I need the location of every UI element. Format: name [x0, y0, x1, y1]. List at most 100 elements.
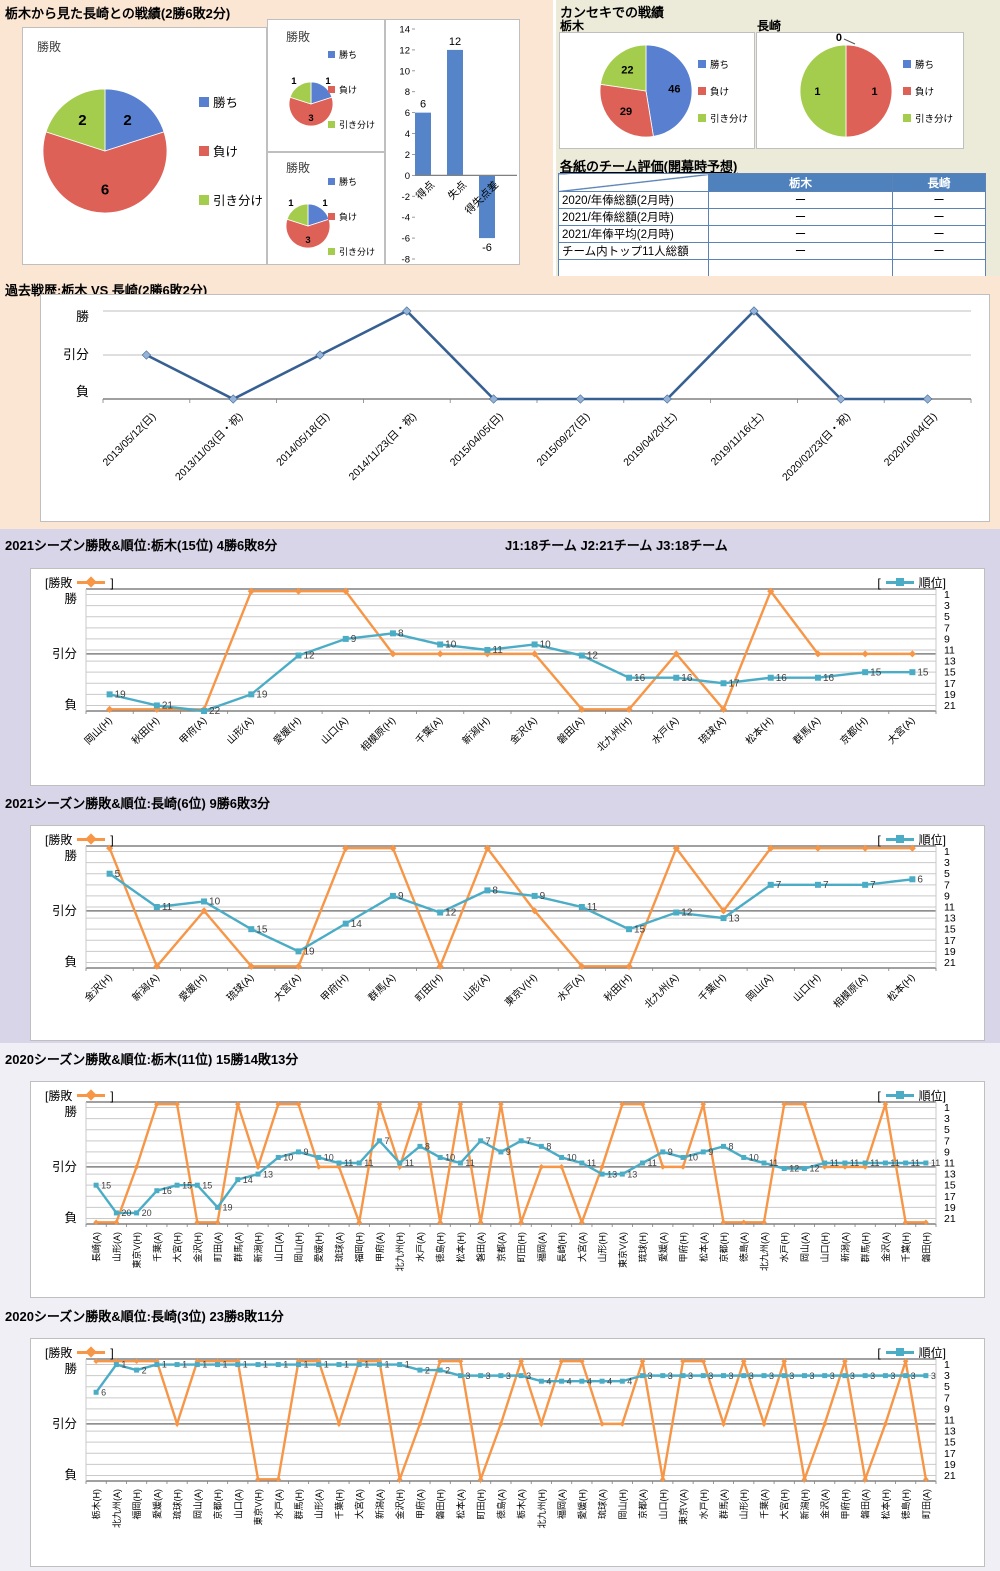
- goals-bar-panel[interactable]: 14 12 10 8 6 4 2 0 -2 -4 -6 -8 6 得点 12 失点 -6 得失点差: [385, 19, 520, 265]
- value-cell[interactable]: ー: [708, 242, 893, 260]
- svg-text:17: 17: [944, 1191, 956, 1203]
- table-row: 2020/年俸総額(2月時) ーー: [558, 191, 986, 209]
- svg-text:11: 11: [648, 1158, 657, 1168]
- svg-text:琉球(A): 琉球(A): [224, 971, 257, 1004]
- legend-label: [: [877, 1088, 881, 1103]
- svg-text:磐田(H): 磐田(H): [435, 1489, 446, 1520]
- legend-label: [勝敗: [45, 833, 73, 847]
- record-pie-chart[interactable]: 2 6 2: [23, 28, 268, 264]
- svg-text:長崎(H): 長崎(H): [556, 1232, 567, 1263]
- value-cell[interactable]: ー: [708, 208, 893, 226]
- big-pie-panel[interactable]: 勝敗 2 6 2 勝ち 負け 引き分け: [22, 27, 267, 265]
- row-label-cell[interactable]: 2020/年俸総額(2月時): [558, 191, 709, 209]
- svg-text:2013/05/12(日): 2013/05/12(日): [101, 411, 159, 469]
- row-label-cell[interactable]: 2021/年俸平均(2月時): [558, 225, 709, 243]
- svg-text:愛媛(A): 愛媛(A): [151, 1489, 162, 1519]
- svg-text:1: 1: [243, 1360, 248, 1370]
- svg-text:1: 1: [304, 1360, 309, 1370]
- legend-label: ]: [110, 1088, 114, 1103]
- svg-text:3: 3: [809, 1371, 814, 1381]
- kanseki-tochigi-pie[interactable]: 46 29 22: [560, 33, 754, 148]
- season-chart-panel[interactable]: [勝敗] [順位] 1 3 5 7 9 11 13 15 17 19 21 勝引分負 6 1 2 1 1 1 1 1 1…: [30, 1338, 985, 1567]
- legend-item: 引き分け: [903, 111, 953, 125]
- svg-text:46: 46: [668, 84, 680, 96]
- row-label-cell[interactable]: チーム内トップ11人総額: [558, 242, 709, 260]
- svg-text:12: 12: [304, 651, 316, 662]
- svg-text:1: 1: [364, 1360, 369, 1370]
- kanseki-nagasaki-panel[interactable]: 0 1 1 勝ち 負け 引き分け: [756, 32, 964, 149]
- row-label-cell[interactable]: [558, 259, 709, 277]
- table-col-tochigi[interactable]: 栃木: [708, 173, 893, 192]
- svg-text:16: 16: [162, 1186, 172, 1196]
- svg-text:水戸(A): 水戸(A): [649, 715, 681, 747]
- svg-text:11: 11: [870, 1158, 879, 1168]
- legend-label: [勝敗: [45, 576, 73, 590]
- value-cell[interactable]: ー: [892, 225, 986, 243]
- svg-text:16: 16: [634, 673, 646, 684]
- svg-text:引分: 引分: [63, 347, 89, 362]
- svg-text:9: 9: [398, 891, 404, 902]
- row-label-cell[interactable]: 2021/年俸総額(2月時): [558, 208, 709, 226]
- value-cell[interactable]: ー: [892, 242, 986, 260]
- svg-text:京都(A): 京都(A): [637, 1489, 648, 1519]
- svg-text:19: 19: [944, 946, 956, 958]
- small-record-pie-chart[interactable]: 1 3 1: [268, 153, 386, 264]
- season-chart-panel[interactable]: [勝敗] [順位] 1 3 5 7 9 11 13 15 17 19 21 勝引分負 15 20 20 16 1…: [30, 1081, 985, 1298]
- small-pie-panel-top[interactable]: 勝敗 1 3 1 勝ち 負け 引き分け: [267, 19, 385, 152]
- season-line-chart[interactable]: 13579111315171921勝引分負5111015191491289111…: [31, 826, 986, 1042]
- svg-text:20: 20: [121, 1208, 131, 1218]
- legend-item: 負け: [903, 84, 953, 98]
- kanseki-tochigi-panel[interactable]: 46 29 22 勝ち 負け 引き分け: [559, 32, 755, 149]
- kanseki-nagasaki-pie[interactable]: 0 1 1: [757, 33, 963, 148]
- svg-text:町田(H): 町田(H): [517, 1232, 527, 1263]
- svg-text:3: 3: [944, 600, 950, 612]
- legend-swatch-icon: [328, 86, 335, 93]
- svg-text:1: 1: [944, 1359, 950, 1371]
- past-results-panel[interactable]: 勝引分負 2013/05/12(日) 2013/11/03(日・祝) 2014/05/…: [40, 294, 990, 522]
- svg-text:1: 1: [162, 1360, 167, 1370]
- svg-text:群馬(A): 群馬(A): [365, 971, 398, 1004]
- svg-text:16: 16: [823, 673, 835, 684]
- svg-text:甲府(A): 甲府(A): [374, 1232, 385, 1262]
- value-cell[interactable]: ー: [892, 208, 986, 226]
- svg-text:19: 19: [256, 690, 268, 701]
- legend-label: ]: [110, 575, 114, 590]
- svg-text:21: 21: [944, 700, 956, 712]
- legend-swatch-icon: [328, 178, 335, 185]
- svg-text:19: 19: [944, 1202, 956, 1214]
- small-record-pie-chart[interactable]: 1 3 1: [268, 20, 386, 151]
- svg-text:水戸(H): 水戸(H): [779, 1232, 790, 1263]
- season-chart-panel[interactable]: [勝敗] [順位] 1 3 5 7 9 11 13 15 17 19 21 勝引分負 5 11 10 15 19…: [30, 825, 985, 1041]
- table-row: [558, 259, 986, 277]
- season-line-chart[interactable]: 13579111315171921勝引分負1921221912981011101…: [31, 569, 986, 787]
- small-pie-panel-bottom[interactable]: 勝敗 1 3 1 勝ち 負け 引き分け: [267, 152, 385, 265]
- value-cell[interactable]: [892, 259, 986, 277]
- svg-text:14: 14: [399, 25, 410, 36]
- table-col-nagasaki[interactable]: 長崎: [892, 173, 986, 192]
- legend-swatch-icon: [199, 96, 209, 107]
- svg-text:群馬(A): 群馬(A): [718, 1489, 729, 1519]
- value-cell[interactable]: ー: [892, 191, 986, 209]
- svg-text:4: 4: [546, 1376, 551, 1386]
- svg-text:引分: 引分: [52, 1417, 77, 1431]
- value-cell[interactable]: ー: [708, 225, 893, 243]
- svg-text:磐田(H): 磐田(H): [920, 1232, 931, 1263]
- svg-text:16: 16: [776, 673, 788, 684]
- value-cell[interactable]: ー: [708, 191, 893, 209]
- value-cell[interactable]: [708, 259, 893, 277]
- section-title: 栃木から見た長崎との戦績(2勝6敗2分): [5, 6, 231, 21]
- svg-text:15: 15: [256, 924, 268, 935]
- evaluation-table[interactable]: 栃木 長崎 2020/年俸総額(2月時) ーー 2021/年俸総額(2月時) ーー 20…: [558, 173, 986, 277]
- svg-text:3: 3: [308, 113, 313, 124]
- season-chart-panel[interactable]: [勝敗] [順位] 1 3 5 7 9 11 13 15 17 19 21 勝引分負 19 21 22 19 1…: [30, 568, 985, 786]
- win-loss-marker-icon: [77, 1346, 106, 1358]
- table-corner-cell[interactable]: [558, 173, 709, 192]
- svg-text:15: 15: [944, 667, 956, 679]
- svg-text:山口(A): 山口(A): [233, 1489, 243, 1519]
- pie-legend: 勝ち 負け 引き分け: [903, 57, 953, 138]
- svg-text:松本(A): 松本(A): [698, 1232, 709, 1262]
